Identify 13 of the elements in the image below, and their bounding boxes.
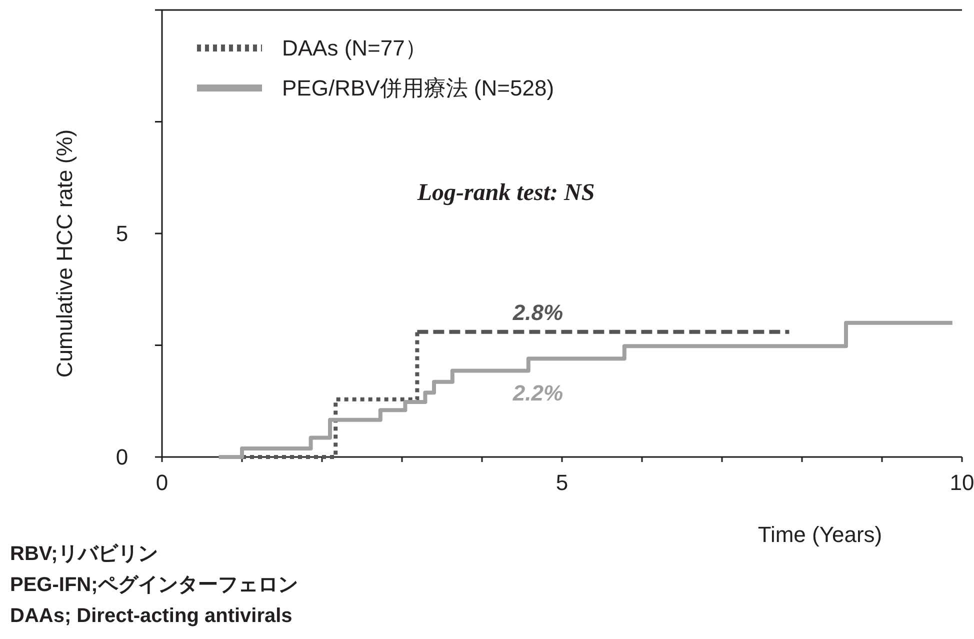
text: RBV;リバビリン: [10, 543, 158, 565]
legend-label: DAAs (N=77）: [282, 36, 427, 61]
y-axis-title: Cumulative HCC rate (%): [52, 129, 77, 378]
annotation: 2.2%: [512, 380, 564, 406]
x-tick-label: 0: [156, 470, 168, 495]
annotation: Log-rank test: NS: [416, 180, 595, 206]
text: DAAs; Direct-acting antivirals: [10, 605, 292, 627]
x-axis-title: Time (Years): [758, 522, 882, 547]
x-tick-label: 10: [950, 470, 974, 495]
annotation: 2.8%: [512, 300, 564, 325]
text: PEG-IFN;ペグインターフェロン: [10, 574, 298, 596]
x-tick-label: 5: [556, 470, 568, 495]
legend-label: PEG/RBV併用療法 (N=528): [282, 76, 554, 101]
